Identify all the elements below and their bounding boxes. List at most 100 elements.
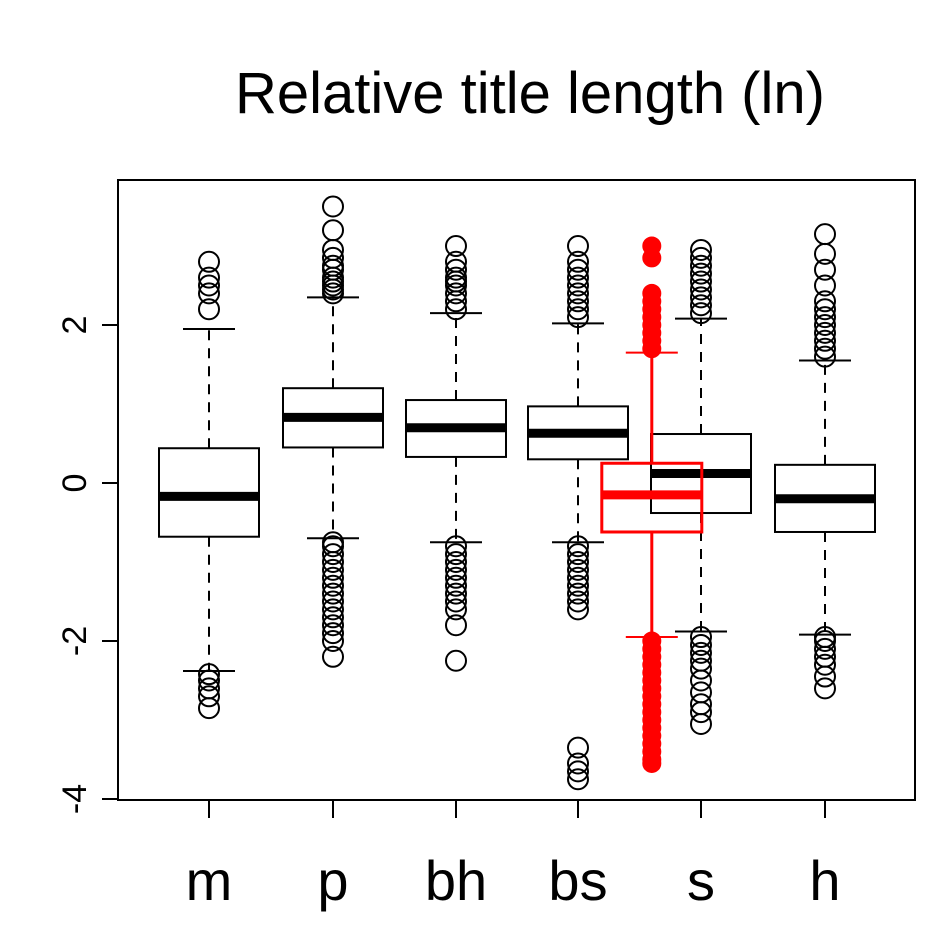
outlier-point — [567, 574, 589, 597]
outlier-point — [567, 266, 589, 289]
overlay-outlier-point — [642, 753, 662, 773]
outlier-point — [567, 282, 589, 305]
x-tick-label: bs — [548, 849, 607, 912]
outlier-point — [690, 254, 712, 277]
outlier-point — [567, 558, 589, 581]
y-tick-label: 0 — [56, 474, 94, 493]
outlier-point — [690, 270, 712, 293]
outlier-point — [814, 630, 836, 652]
outlier-point — [814, 258, 836, 281]
outlier-point — [198, 685, 220, 708]
outlier-point — [567, 598, 589, 621]
outlier-point — [445, 574, 467, 597]
outlier-point — [322, 614, 344, 637]
outlier-point — [814, 242, 836, 265]
outlier-point — [567, 290, 589, 313]
outlier-point — [198, 669, 220, 692]
x-tick-label: m — [186, 849, 233, 912]
outlier-point — [198, 298, 220, 321]
outlier-point — [814, 653, 836, 676]
outlier-point — [445, 582, 467, 605]
outlier-point — [814, 345, 836, 368]
outlier-point — [322, 558, 344, 581]
outlier-point — [198, 266, 220, 289]
outlier-point — [814, 223, 836, 246]
outlier-point — [322, 574, 344, 597]
outlier-point — [445, 298, 467, 321]
x-tick-label: bh — [425, 849, 487, 912]
outlier-point — [445, 535, 467, 558]
outlier-point — [567, 736, 589, 759]
outlier-point — [322, 254, 344, 277]
overlay-outlier-point — [642, 236, 662, 256]
outlier-point — [322, 543, 344, 566]
outlier-point — [322, 219, 344, 242]
outlier-point — [690, 633, 712, 656]
plot-area: -4 -2 0 2 m p bh bs s h — [56, 179, 916, 912]
outlier-point — [567, 298, 589, 321]
outlier-point — [322, 195, 344, 218]
chart-title: Relative title length (ln) — [235, 61, 825, 126]
outlier-point — [445, 558, 467, 581]
outlier-point — [567, 768, 589, 791]
outlier-point — [322, 606, 344, 629]
outlier-point — [690, 262, 712, 285]
outlier-point — [814, 329, 836, 352]
y-tick-label: -4 — [56, 784, 94, 814]
x-tick-label: s — [687, 849, 715, 912]
outlier-point — [690, 238, 712, 261]
outlier-point — [814, 337, 836, 360]
outlier-point — [198, 274, 220, 297]
outlier-point — [445, 258, 467, 281]
overlay-outlier-point — [642, 283, 662, 303]
outlier-point — [322, 622, 344, 645]
outlier-point — [814, 290, 836, 313]
outlier-point — [445, 649, 467, 672]
outlier-point — [567, 551, 589, 573]
outlier-point — [567, 566, 589, 589]
outlier-point — [814, 637, 836, 660]
outlier-point — [814, 321, 836, 344]
outlier-point — [198, 697, 220, 720]
outlier-point — [567, 535, 589, 558]
outlier-point — [690, 302, 712, 325]
outlier-point — [690, 657, 712, 680]
outlier-point — [198, 282, 220, 305]
outlier-point — [690, 286, 712, 309]
outlier-point — [445, 590, 467, 613]
y-tick-label: 2 — [56, 316, 94, 335]
outlier-point — [690, 246, 712, 269]
y-tick-label: -2 — [56, 626, 94, 656]
outlier-point — [445, 235, 467, 257]
outlier-point — [322, 535, 344, 558]
outlier-point — [322, 630, 344, 652]
outlier-point — [567, 582, 589, 605]
outlier-point — [198, 663, 220, 686]
outlier-point — [567, 543, 589, 566]
outlier-point — [445, 551, 467, 573]
outlier-point — [322, 566, 344, 589]
outlier-point — [690, 626, 712, 649]
outlier-point — [567, 306, 589, 329]
outlier-point — [322, 551, 344, 573]
outlier-point — [198, 250, 220, 273]
outlier-point — [567, 274, 589, 297]
x-tick-label: p — [317, 849, 348, 912]
outlier-point — [814, 306, 836, 329]
outlier-point — [445, 250, 467, 273]
outlier-point — [445, 266, 467, 289]
outlier-point — [445, 543, 467, 566]
outlier-point — [567, 250, 589, 273]
outlier-point — [567, 752, 589, 775]
outlier-point — [322, 598, 344, 621]
outlier-point — [567, 258, 589, 281]
outlier-point — [322, 590, 344, 613]
outlier-point — [814, 298, 836, 321]
outlier-point — [814, 314, 836, 336]
outlier-point — [690, 712, 712, 735]
outlier-point — [445, 282, 467, 305]
outlier-point — [814, 665, 836, 688]
outlier-point — [814, 677, 836, 700]
